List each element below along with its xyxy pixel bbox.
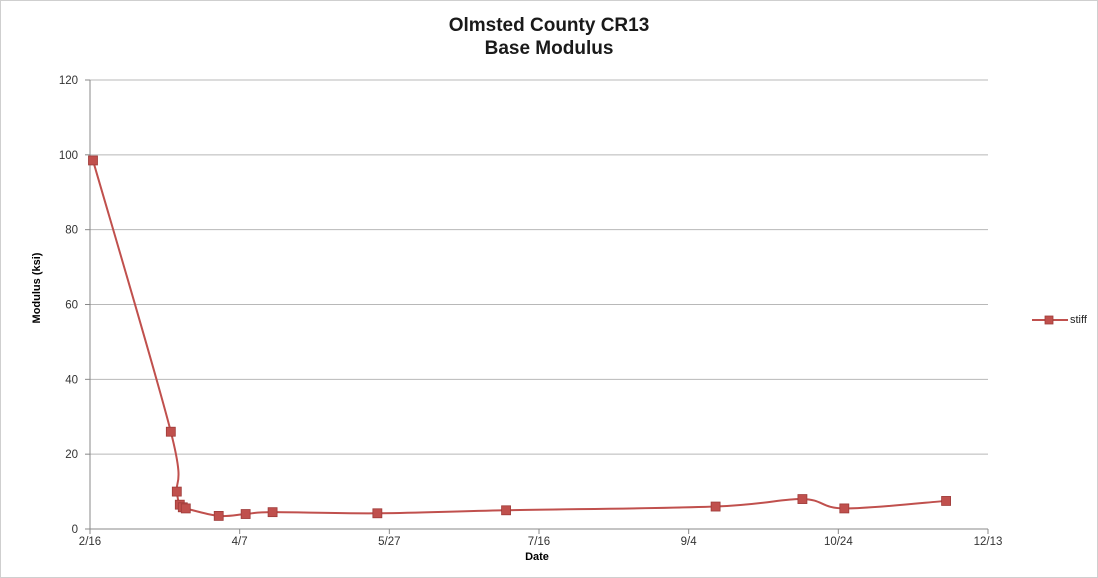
x-tick-label-3: 7/16 bbox=[528, 536, 550, 548]
y-tick-label-20: 20 bbox=[65, 449, 78, 461]
x-tick-label-6: 12/13 bbox=[974, 536, 1003, 548]
data-point-stiff-8 bbox=[267, 507, 278, 518]
y-tick-label-80: 80 bbox=[65, 225, 78, 237]
data-point-stiff-10 bbox=[501, 505, 511, 516]
data-point-stiff-13 bbox=[839, 503, 850, 514]
x-tick-label-2: 5/27 bbox=[378, 536, 400, 548]
y-tick-label-100: 100 bbox=[59, 150, 78, 162]
y-tick-labels: 0 20 40 60 80 100 120 bbox=[59, 75, 78, 536]
legend: stiff bbox=[1032, 314, 1087, 326]
x-tick-label-0: 2/16 bbox=[79, 536, 101, 548]
series-layer bbox=[88, 155, 951, 521]
data-point-stiff-1 bbox=[165, 426, 176, 437]
data-point-stiff-6 bbox=[213, 511, 224, 521]
y-tick-label-60: 60 bbox=[65, 300, 78, 312]
gridlines bbox=[90, 79, 988, 455]
x-tick-label-4: 9/4 bbox=[681, 536, 698, 548]
x-tick-label-1: 4/7 bbox=[232, 536, 248, 548]
data-point-stiff-9 bbox=[372, 508, 383, 519]
chart-title-line-1: Olmsted County CR13 bbox=[448, 15, 650, 36]
data-point-stiff-12 bbox=[797, 494, 808, 504]
data-point-stiff-5 bbox=[180, 503, 191, 514]
data-point-stiff-7 bbox=[240, 509, 251, 519]
chart-title: Olmsted County CR13 Base Modulus bbox=[0, 14, 1098, 60]
y-tick-label-0: 0 bbox=[72, 524, 78, 536]
legend-marker-icon bbox=[1032, 315, 1068, 325]
data-point-stiff-14 bbox=[941, 496, 951, 506]
chart-title-line-2: Base Modulus bbox=[484, 38, 614, 59]
data-point-stiff-0 bbox=[88, 155, 98, 166]
data-point-stiff-2 bbox=[171, 486, 182, 497]
y-tick-label-40: 40 bbox=[65, 374, 78, 386]
x-tick-labels: 2/16 4/7 5/27 7/16 9/4 10/24 12/13 bbox=[79, 536, 1003, 548]
legend-label-stiff: stiff bbox=[1070, 314, 1087, 326]
y-tick-label-120: 120 bbox=[59, 75, 78, 87]
data-point-stiff-11 bbox=[710, 501, 721, 512]
x-axis-label: Date bbox=[525, 551, 549, 563]
x-tick-label-5: 10/24 bbox=[824, 536, 853, 548]
series-line-stiff bbox=[92, 160, 947, 518]
axes bbox=[85, 79, 989, 534]
